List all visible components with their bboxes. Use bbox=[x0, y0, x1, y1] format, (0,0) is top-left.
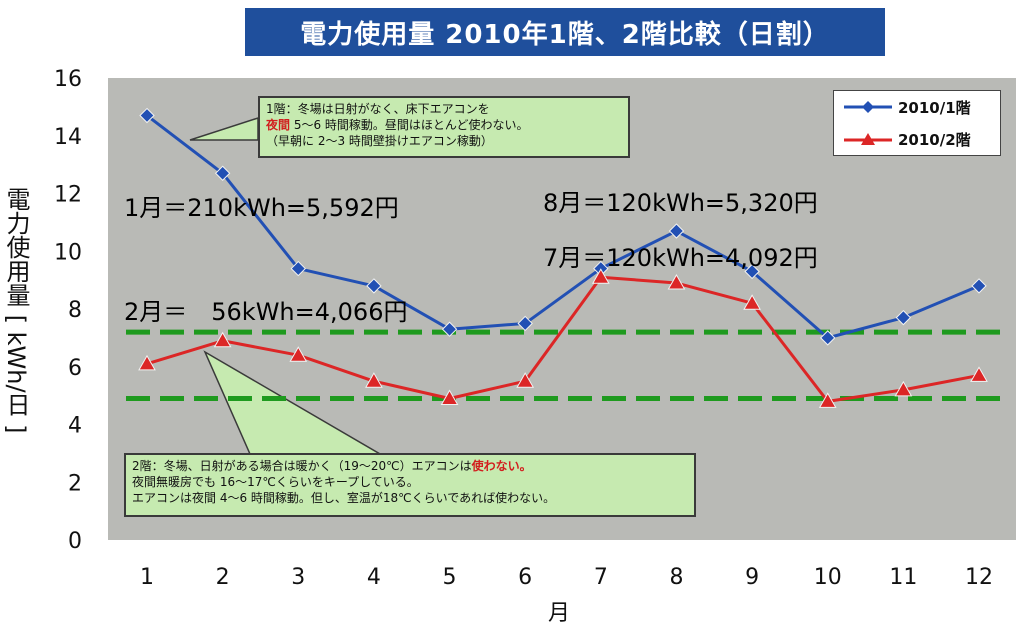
series-2-point bbox=[743, 294, 761, 310]
series-1-point bbox=[441, 321, 458, 337]
y-axis-ticks: 0 2 4 6 8 10 12 14 16 bbox=[54, 67, 82, 554]
x-tick-label: 3 bbox=[291, 565, 305, 590]
note-floor2: 2階：冬場、日射がある場合は暖かく（19～20℃）エアコンは使わない。 夜間無暖… bbox=[124, 453, 696, 517]
x-tick-label: 1 bbox=[140, 565, 154, 590]
x-tick-label: 10 bbox=[814, 565, 842, 590]
y-tick-label: 8 bbox=[68, 298, 82, 323]
series-1-point bbox=[517, 315, 533, 332]
series-2-point bbox=[365, 372, 383, 388]
series-1-point bbox=[895, 309, 912, 326]
series-1-point bbox=[214, 165, 231, 181]
series-group bbox=[138, 107, 988, 408]
legend-triangle-icon bbox=[861, 133, 875, 145]
y-tick-label: 0 bbox=[68, 529, 82, 554]
series-1-point bbox=[366, 278, 382, 294]
x-tick-label: 9 bbox=[745, 565, 759, 590]
annotation-jul: 7月＝120kWh=4,092円 bbox=[543, 244, 818, 272]
y-tick-label: 16 bbox=[54, 67, 82, 92]
reference-lines bbox=[126, 329, 1006, 402]
series-1-point bbox=[744, 263, 760, 280]
series-line-2 bbox=[146, 275, 980, 403]
x-tick-label: 7 bbox=[594, 565, 608, 590]
y-tick-label: 12 bbox=[54, 183, 82, 208]
x-tick-label: 4 bbox=[367, 565, 381, 590]
series-1-point bbox=[139, 107, 155, 124]
note-floor1: 1階：冬場は日射がなく、床下エアコンを 夜間 5～6 時間稼動。昼間はほとんど使… bbox=[258, 96, 630, 158]
note-floor1-highlight: 夜間 bbox=[266, 118, 291, 132]
note-floor1-line2: 夜間 5～6 時間稼動。昼間はほとんど使わない。 bbox=[266, 117, 622, 133]
y-tick-label: 14 bbox=[54, 125, 82, 150]
x-tick-label: 8 bbox=[669, 565, 683, 590]
note-floor2-highlight: 使わない。 bbox=[471, 459, 532, 473]
legend-label-floor2: 2010/2階 bbox=[898, 131, 971, 149]
series-2-point bbox=[970, 366, 988, 382]
series-1-point bbox=[668, 223, 685, 239]
y-tick-label: 4 bbox=[68, 414, 82, 439]
note-floor1-line2-text: 5～6 時間稼動。昼間はほとんど使わない。 bbox=[290, 118, 529, 132]
legend-label-floor1: 2010/1階 bbox=[898, 99, 971, 117]
annotation-jan: 1月＝210kWh=5,592円 bbox=[124, 194, 399, 222]
series-1-point bbox=[971, 278, 987, 294]
x-axis-label: 月 bbox=[548, 601, 571, 626]
x-axis-ticks: 1 2 3 4 5 6 7 8 9 10 11 12 bbox=[140, 565, 993, 590]
series-2-point bbox=[213, 331, 232, 348]
callout-pointers bbox=[189, 116, 383, 455]
x-tick-label: 5 bbox=[443, 565, 457, 590]
series-2-point bbox=[818, 392, 837, 408]
chart-title: 電力使用量 2010年1階、2階比較（日割） bbox=[245, 8, 885, 56]
x-tick-label: 11 bbox=[889, 565, 917, 590]
note-floor2-line3: エアコンは夜間 4～6 時間稼動。但し、室温が18℃くらいであれば使わない。 bbox=[132, 491, 556, 505]
y-axis-label: 電力使用量 [ kWh/日 ] bbox=[2, 186, 30, 434]
note-floor1-line1: 1階：冬場は日射がなく、床下エアコンを bbox=[266, 102, 490, 116]
y-tick-label: 10 bbox=[54, 240, 82, 265]
series-2-point bbox=[894, 380, 913, 397]
note-floor2-line1-text: 2階：冬場、日射がある場合は暖かく（19～20℃）エアコンは bbox=[132, 459, 472, 473]
series-2-point bbox=[289, 346, 308, 362]
x-tick-label: 6 bbox=[518, 565, 532, 590]
note-floor1-line3: （早朝に 2～3 時間壁掛けエアコン稼動） bbox=[266, 134, 493, 148]
series-2-point bbox=[667, 274, 686, 290]
y-tick-label: 2 bbox=[68, 471, 82, 496]
annotation-aug: 8月＝120kWh=5,320円 bbox=[543, 189, 818, 217]
series-1-point bbox=[290, 260, 306, 277]
note-floor2-line1: 2階：冬場、日射がある場合は暖かく（19～20℃）エアコンは使わない。 bbox=[132, 458, 688, 474]
series-2-point bbox=[591, 268, 610, 284]
note-floor2-line2: 夜間無暖房でも 16～17℃くらいをキープしている。 bbox=[132, 475, 419, 489]
series-2-point bbox=[138, 354, 156, 371]
series-2-point bbox=[516, 372, 535, 388]
legend-diamond-icon bbox=[862, 101, 874, 113]
x-tick-label: 2 bbox=[216, 565, 230, 590]
series-2-point bbox=[440, 389, 459, 406]
legend-marker-floor2 bbox=[844, 133, 892, 145]
series-1-point bbox=[820, 330, 836, 346]
series-line-1 bbox=[146, 114, 980, 340]
x-tick-label: 12 bbox=[965, 565, 993, 590]
legend-marker-floor1 bbox=[844, 101, 892, 113]
annotation-feb: 2月＝ 56kWh=4,066円 bbox=[124, 298, 408, 326]
y-tick-label: 6 bbox=[68, 356, 82, 381]
legend: 2010/1階 2010/2階 bbox=[833, 90, 1001, 156]
